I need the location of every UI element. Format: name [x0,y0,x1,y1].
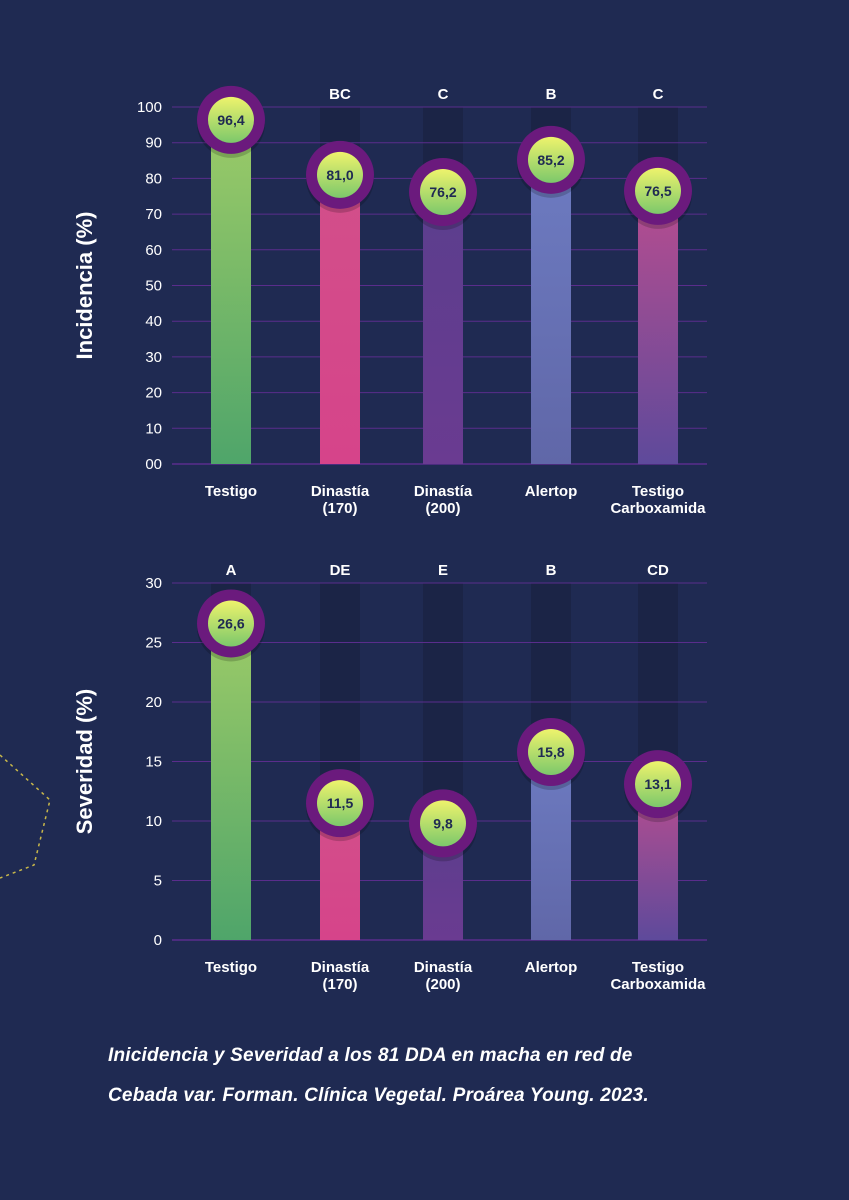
value-bubble [420,800,466,847]
significance-letter: B [546,562,557,579]
y-tick-label: 20 [145,385,162,402]
data-label: 81,0 [326,167,353,183]
x-category-label: Carboxamida [610,976,706,993]
severidad-chart: Severidad (%) 0 5 10 15 20 25 30 A DE E B CD 26,6 11,5… [72,562,707,993]
y-tick-label: 30 [145,575,162,592]
y-tick-label: 40 [145,313,162,330]
value-bubble [208,600,254,647]
data-label: 11,5 [327,795,354,811]
data-label: 26,6 [217,615,244,631]
data-label: 96,4 [217,112,244,128]
x-category-label: Dinastía [311,483,370,500]
x-category-label: Alertop [525,483,578,500]
data-label: 76,5 [644,183,671,199]
x-category-label: (170) [322,976,357,993]
y-tick-label: 100 [137,99,162,116]
value-bubble [317,151,363,198]
bar [423,191,463,464]
x-category-label: Dinastía [311,959,370,976]
y-tick-label: 15 [145,754,162,771]
decorative-dashed-outline [0,754,51,879]
y-tick-label: 00 [145,456,162,473]
caption-line-1: Inicidencia y Severidad a los 81 DDA en … [108,1045,633,1066]
value-bubble [420,168,466,215]
value-bubble [317,780,363,827]
x-category-label: Testigo [632,959,684,976]
data-label: 85,2 [537,152,564,168]
bar [211,119,251,465]
caption-line-2: Cebada var. Forman. Clínica Vegetal. Pro… [108,1085,649,1106]
x-category-label: Dinastía [414,483,473,500]
y-tick-label: 70 [145,206,162,223]
significance-letter: CD [647,562,669,579]
x-category-label: Dinastía [414,959,473,976]
x-category-label: Alertop [525,959,578,976]
incidencia-chart: Incidencia (%)00102030405060708090100ABC… [72,85,707,517]
value-bubble [208,96,254,143]
y-tick-label: 10 [145,813,162,830]
value-bubble [528,728,574,775]
value-bubble [528,136,574,183]
x-category-label: Carboxamida [610,500,706,517]
value-bubble [635,761,681,808]
significance-letter: A [226,562,237,579]
significance-letter: C [653,86,664,103]
y-axis-label: Incidencia (%) [72,212,97,360]
significance-letter: BC [329,86,351,103]
bar [211,623,251,940]
x-category-label: Testigo [205,959,257,976]
significance-letter: DE [330,562,351,579]
y-axis-label: Severidad (%) [72,689,97,835]
figure-caption: Inicidencia y Severidad a los 81 DDA en … [108,1036,808,1116]
data-label: 15,8 [537,744,564,760]
y-tick-label: 30 [145,349,162,366]
x-category-label: Testigo [632,483,684,500]
y-tick-label: 90 [145,135,162,152]
y-tick-label: 10 [145,420,162,437]
value-bubble [635,167,681,214]
y-tick-label: 25 [145,635,162,652]
bar [638,190,678,464]
x-category-label: (200) [425,976,460,993]
data-label: 9,8 [433,815,453,831]
y-tick-label: 50 [145,278,162,295]
y-tick-label: 5 [154,873,162,890]
data-label: 13,1 [644,776,671,792]
y-tick-label: 20 [145,694,162,711]
y-tick-label: 0 [154,932,162,949]
significance-letter: B [546,86,557,103]
significance-letter: E [438,562,448,579]
data-label: 76,2 [429,184,456,200]
y-tick-label: 60 [145,242,162,259]
bar [531,159,571,464]
x-category-label: Testigo [205,483,257,500]
x-category-label: (170) [322,500,357,517]
x-category-label: (200) [425,500,460,517]
significance-letter: C [438,86,449,103]
y-tick-label: 80 [145,170,162,187]
bar [320,174,360,464]
